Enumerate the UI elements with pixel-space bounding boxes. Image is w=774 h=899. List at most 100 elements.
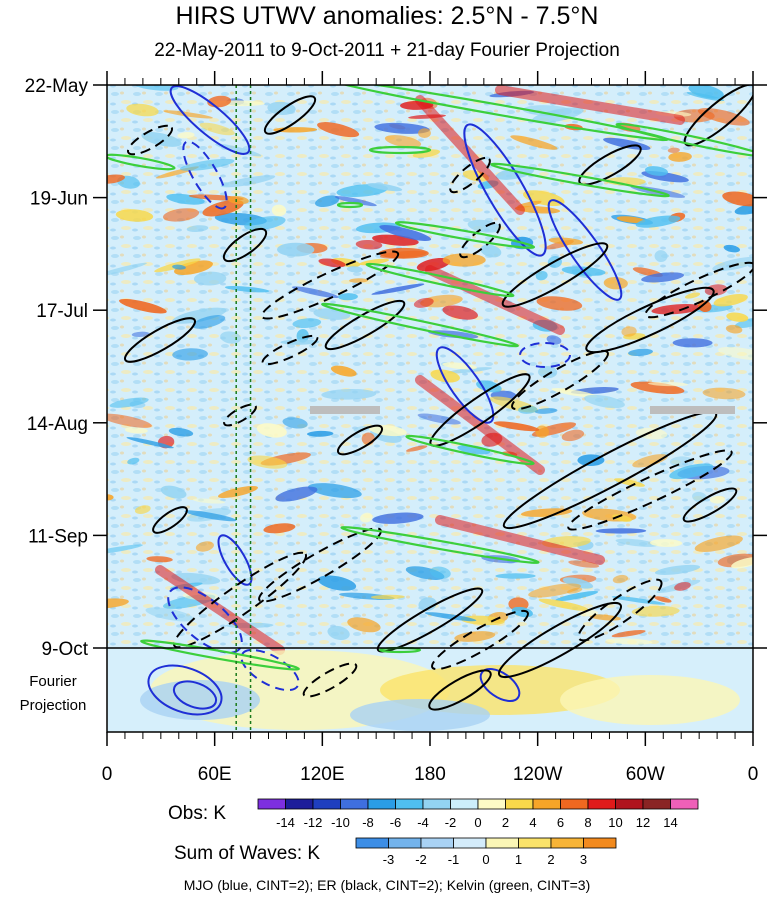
obs-colorbar-swatch bbox=[615, 798, 644, 810]
obs-colorbar-swatch bbox=[670, 798, 699, 810]
mjo-contour bbox=[240, 648, 300, 692]
kelvin-contour bbox=[490, 162, 670, 198]
obs-anomaly-patch bbox=[371, 283, 425, 295]
obs-field-texture bbox=[107, 85, 753, 648]
obs-anomaly-patch bbox=[134, 505, 151, 514]
obs-anomaly-patch bbox=[460, 615, 505, 626]
waves-colorbar-swatch bbox=[388, 837, 422, 849]
kelvin-contour bbox=[368, 145, 432, 155]
obs-anomaly-patch bbox=[199, 122, 235, 136]
obs-anomaly-patch bbox=[347, 617, 381, 633]
er-contour bbox=[126, 124, 174, 156]
obs-anomaly-patch bbox=[330, 365, 357, 377]
obs-anomaly-patch bbox=[528, 583, 582, 598]
obs-colorbar-swatch bbox=[285, 798, 314, 810]
obs-anomaly-patch bbox=[360, 512, 373, 523]
obs-anomaly-patch bbox=[145, 607, 194, 622]
obs-anomaly-patch bbox=[162, 208, 200, 222]
waves-projection-patch bbox=[560, 675, 740, 725]
er-contour bbox=[260, 250, 400, 320]
er-contour bbox=[497, 601, 623, 679]
obs-anomaly-patch bbox=[495, 573, 536, 579]
obs-anomaly-patch bbox=[734, 317, 753, 329]
obs-anomaly-patch bbox=[327, 625, 350, 640]
obs-anomaly-patch bbox=[192, 498, 226, 504]
obs-anomaly-patch bbox=[379, 250, 427, 259]
waves-colorbar-tick-label: 2 bbox=[547, 852, 554, 867]
kelvin-contour bbox=[340, 526, 540, 564]
obs-anomaly-patch bbox=[217, 485, 259, 499]
obs-anomaly-patch bbox=[429, 566, 451, 579]
er-contour bbox=[172, 551, 308, 649]
obs-anomaly-patch bbox=[648, 381, 688, 387]
obs-anomaly-patch bbox=[317, 122, 360, 138]
x-tick-label: 60E bbox=[198, 764, 232, 785]
obs-anomaly-patch bbox=[614, 478, 645, 487]
obs-anomaly-patch bbox=[180, 158, 235, 171]
obs-anomaly-patch bbox=[355, 239, 383, 250]
contour-legend: MJO (blue, CINT=2); ER (black, CINT=2); … bbox=[183, 877, 591, 893]
obs-warm-band bbox=[155, 565, 285, 655]
mjo-contour bbox=[169, 85, 251, 155]
obs-anomaly-patch bbox=[174, 260, 213, 275]
obs-anomaly-patch bbox=[538, 365, 558, 379]
obs-anomaly-patch bbox=[635, 427, 668, 440]
chart-subtitle: 22-May-2011 to 9-Oct-2011 + 21-day Fouri… bbox=[154, 40, 620, 61]
er-contour bbox=[431, 609, 529, 671]
waves-colorbar-swatch bbox=[420, 837, 454, 849]
er-contour bbox=[682, 487, 738, 523]
obs-anomaly-patch bbox=[522, 105, 572, 117]
obs-anomaly-patch bbox=[702, 387, 746, 400]
waves-colorbar-tick-label: 1 bbox=[515, 852, 522, 867]
obs-colorbar-swatch bbox=[532, 798, 561, 810]
mjo-contour bbox=[463, 123, 547, 257]
obs-warm-band bbox=[415, 95, 525, 215]
obs-anomaly-patch bbox=[370, 594, 405, 600]
obs-anomaly-patch bbox=[374, 122, 430, 134]
mjo-contour bbox=[147, 664, 223, 716]
obs-anomaly-patch bbox=[195, 541, 214, 552]
mjo-contour bbox=[479, 668, 521, 702]
x-tick-label: 0 bbox=[102, 764, 113, 785]
obs-anomaly-patch bbox=[536, 296, 583, 311]
kelvin-contour bbox=[321, 302, 519, 348]
obs-anomaly-patch bbox=[334, 196, 377, 207]
obs-anomaly-patch bbox=[247, 455, 288, 469]
obs-anomaly-patch bbox=[723, 244, 740, 253]
obs-anomaly-patch bbox=[416, 257, 451, 272]
obs-anomaly-patch bbox=[177, 132, 195, 139]
obs-anomaly-patch bbox=[669, 456, 694, 468]
er-contour bbox=[577, 578, 663, 642]
er-contour bbox=[124, 317, 196, 363]
obs-anomaly-patch bbox=[115, 209, 154, 222]
obs-anomaly-patch bbox=[713, 294, 748, 307]
obs-anomaly-patch bbox=[605, 638, 653, 645]
mjo-contour bbox=[167, 586, 243, 654]
er-contour bbox=[152, 506, 188, 534]
waves-projection-patch bbox=[140, 680, 260, 720]
obs-anomaly-patch bbox=[418, 128, 431, 139]
obs-anomaly-patch bbox=[318, 258, 346, 268]
obs-anomaly-patch bbox=[172, 264, 186, 270]
obs-anomaly-patch bbox=[704, 284, 728, 296]
obs-anomaly-patch bbox=[193, 271, 227, 286]
obs-anomaly-patch bbox=[717, 346, 753, 360]
obs-anomaly-patch bbox=[493, 421, 540, 432]
obs-colorbar-tick-label: -6 bbox=[390, 815, 402, 830]
obs-anomaly-patch bbox=[654, 250, 668, 263]
er-contour bbox=[376, 587, 484, 653]
obs-colorbar-swatch bbox=[450, 798, 479, 810]
obs-anomaly-patch bbox=[372, 512, 424, 524]
obs-anomaly-patch bbox=[367, 183, 403, 192]
obs-anomaly-patch bbox=[168, 427, 194, 437]
projection-label-line2: Projection bbox=[20, 697, 87, 714]
kelvin-contour bbox=[107, 153, 176, 171]
obs-anomaly-patch bbox=[650, 539, 683, 547]
obs-warm-band bbox=[425, 265, 565, 335]
obs-anomaly-patch bbox=[413, 297, 434, 308]
mjo-contour bbox=[217, 534, 253, 586]
obs-anomaly-patch bbox=[107, 174, 125, 184]
obs-anomaly-patch bbox=[546, 335, 562, 345]
obs-anomaly-patch bbox=[220, 175, 276, 188]
obs-colorbar-label: Obs: K bbox=[168, 803, 227, 824]
